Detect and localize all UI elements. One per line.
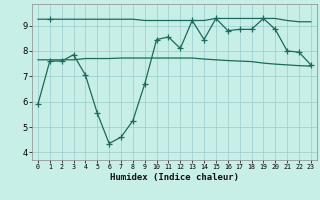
X-axis label: Humidex (Indice chaleur): Humidex (Indice chaleur) (110, 173, 239, 182)
